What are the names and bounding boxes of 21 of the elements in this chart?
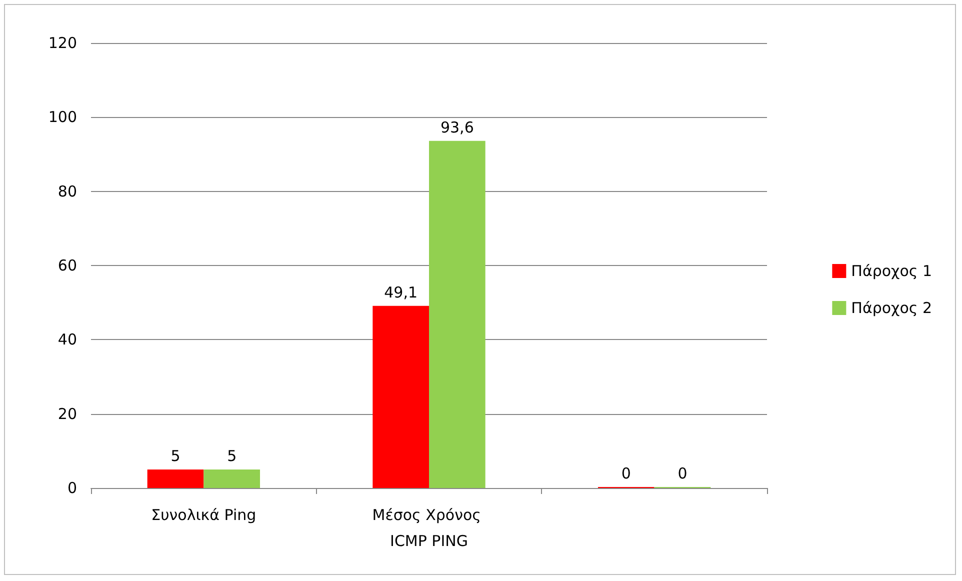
y-tick-label: 120 xyxy=(48,34,77,52)
x-tick-label: Μέσος Χρόνος ICMP PING xyxy=(372,506,486,550)
legend-label: Πάροχος 2 xyxy=(851,299,932,317)
data-label: 5 xyxy=(227,446,237,465)
bar xyxy=(429,140,486,488)
y-tick-label: 80 xyxy=(58,182,77,200)
data-label: 0 xyxy=(621,464,631,482)
data-label: 5 xyxy=(170,446,180,465)
data-label: 49,1 xyxy=(384,283,418,302)
bar xyxy=(204,469,260,488)
data-label: 93,6 xyxy=(440,118,474,136)
y-tick-label: 100 xyxy=(48,108,77,126)
x-tick-label: Συνολικά Ping xyxy=(151,506,256,524)
y-tick-label: 40 xyxy=(58,330,77,349)
y-tick-label: 0 xyxy=(67,479,77,497)
y-tick-label: 60 xyxy=(58,256,77,274)
y-tick-label: 20 xyxy=(58,404,77,423)
bar xyxy=(147,469,204,488)
legend-label: Πάροχος 1 xyxy=(851,262,932,280)
data-label: 0 xyxy=(678,464,688,482)
bar xyxy=(372,306,429,488)
